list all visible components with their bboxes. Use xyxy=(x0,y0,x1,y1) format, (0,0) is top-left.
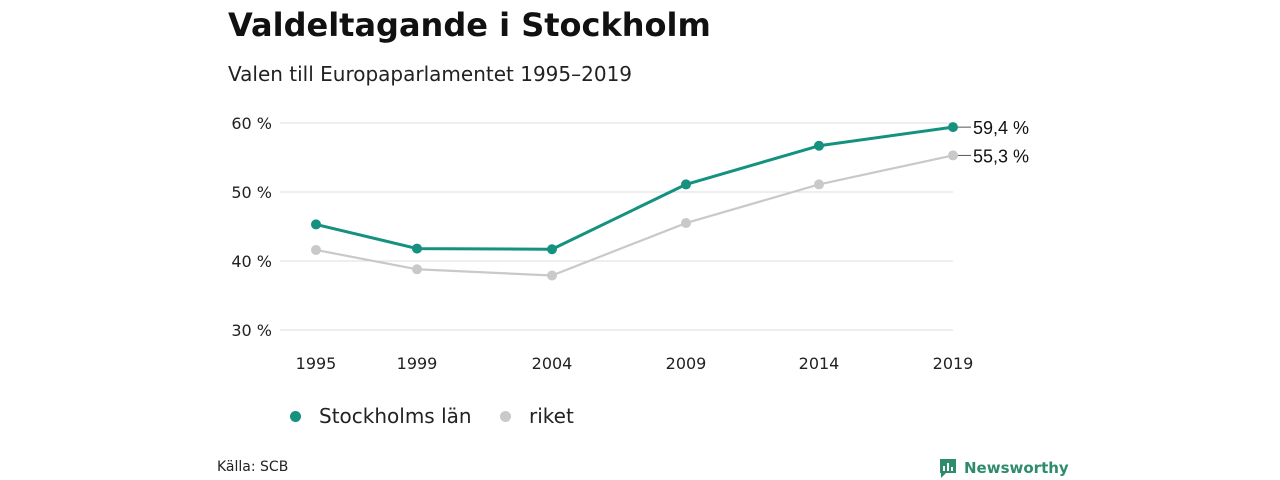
y-tick-label: 30 % xyxy=(231,321,272,340)
x-tick-label: 1995 xyxy=(296,354,337,373)
line-chart: 30 % 40 % 50 % 60 % 1995 1999 2004 2009 2014 201… xyxy=(231,114,1029,373)
data-point-stockholms-lan xyxy=(814,140,824,151)
brand-name: Newsworthy xyxy=(964,459,1069,477)
data-point-riket xyxy=(681,218,691,229)
chart-title: Valdeltagande i Stockholm xyxy=(228,6,711,44)
legend-marker-stockholms-lan xyxy=(290,410,301,422)
y-tick-label: 40 % xyxy=(231,252,272,271)
x-tick-label: 1999 xyxy=(397,354,438,373)
x-tick-label: 2004 xyxy=(532,354,573,373)
y-tick-label: 60 % xyxy=(231,114,272,133)
series-line-riket xyxy=(315,154,954,277)
source-note: Källa: SCB xyxy=(217,459,289,475)
data-point-stockholms-lan xyxy=(547,244,557,255)
data-point-stockholms-lan xyxy=(412,243,422,254)
y-tick-label: 50 % xyxy=(231,183,272,202)
legend-item-riket: riket xyxy=(500,404,574,428)
brand-logo: Newsworthy xyxy=(938,457,1069,479)
x-tick-label: 2009 xyxy=(666,354,707,373)
data-point-stockholms-lan xyxy=(948,122,958,133)
x-tick-label: 2019 xyxy=(933,354,974,373)
legend-item-stockholms-lan: Stockholms län xyxy=(290,404,472,428)
data-point-riket xyxy=(412,264,422,275)
end-value-label: 55,3 % xyxy=(973,146,1029,166)
legend-label-riket: riket xyxy=(529,404,574,428)
data-point-stockholms-lan xyxy=(311,219,321,230)
newsworthy-logo-icon xyxy=(940,459,956,478)
x-tick-label: 2014 xyxy=(799,354,840,373)
legend-marker-riket xyxy=(500,410,511,422)
chart-subtitle: Valen till Europaparlamentet 1995–2019 xyxy=(228,62,633,86)
data-point-riket xyxy=(311,244,321,255)
end-value-label: 59,4 % xyxy=(973,118,1029,138)
data-point-riket xyxy=(547,270,557,281)
legend-label-stockholms-lan: Stockholms län xyxy=(319,404,472,428)
data-point-stockholms-lan xyxy=(681,179,691,190)
data-point-riket xyxy=(814,179,824,190)
series-line-stockholms-lan xyxy=(315,125,954,251)
data-point-riket xyxy=(948,150,958,161)
